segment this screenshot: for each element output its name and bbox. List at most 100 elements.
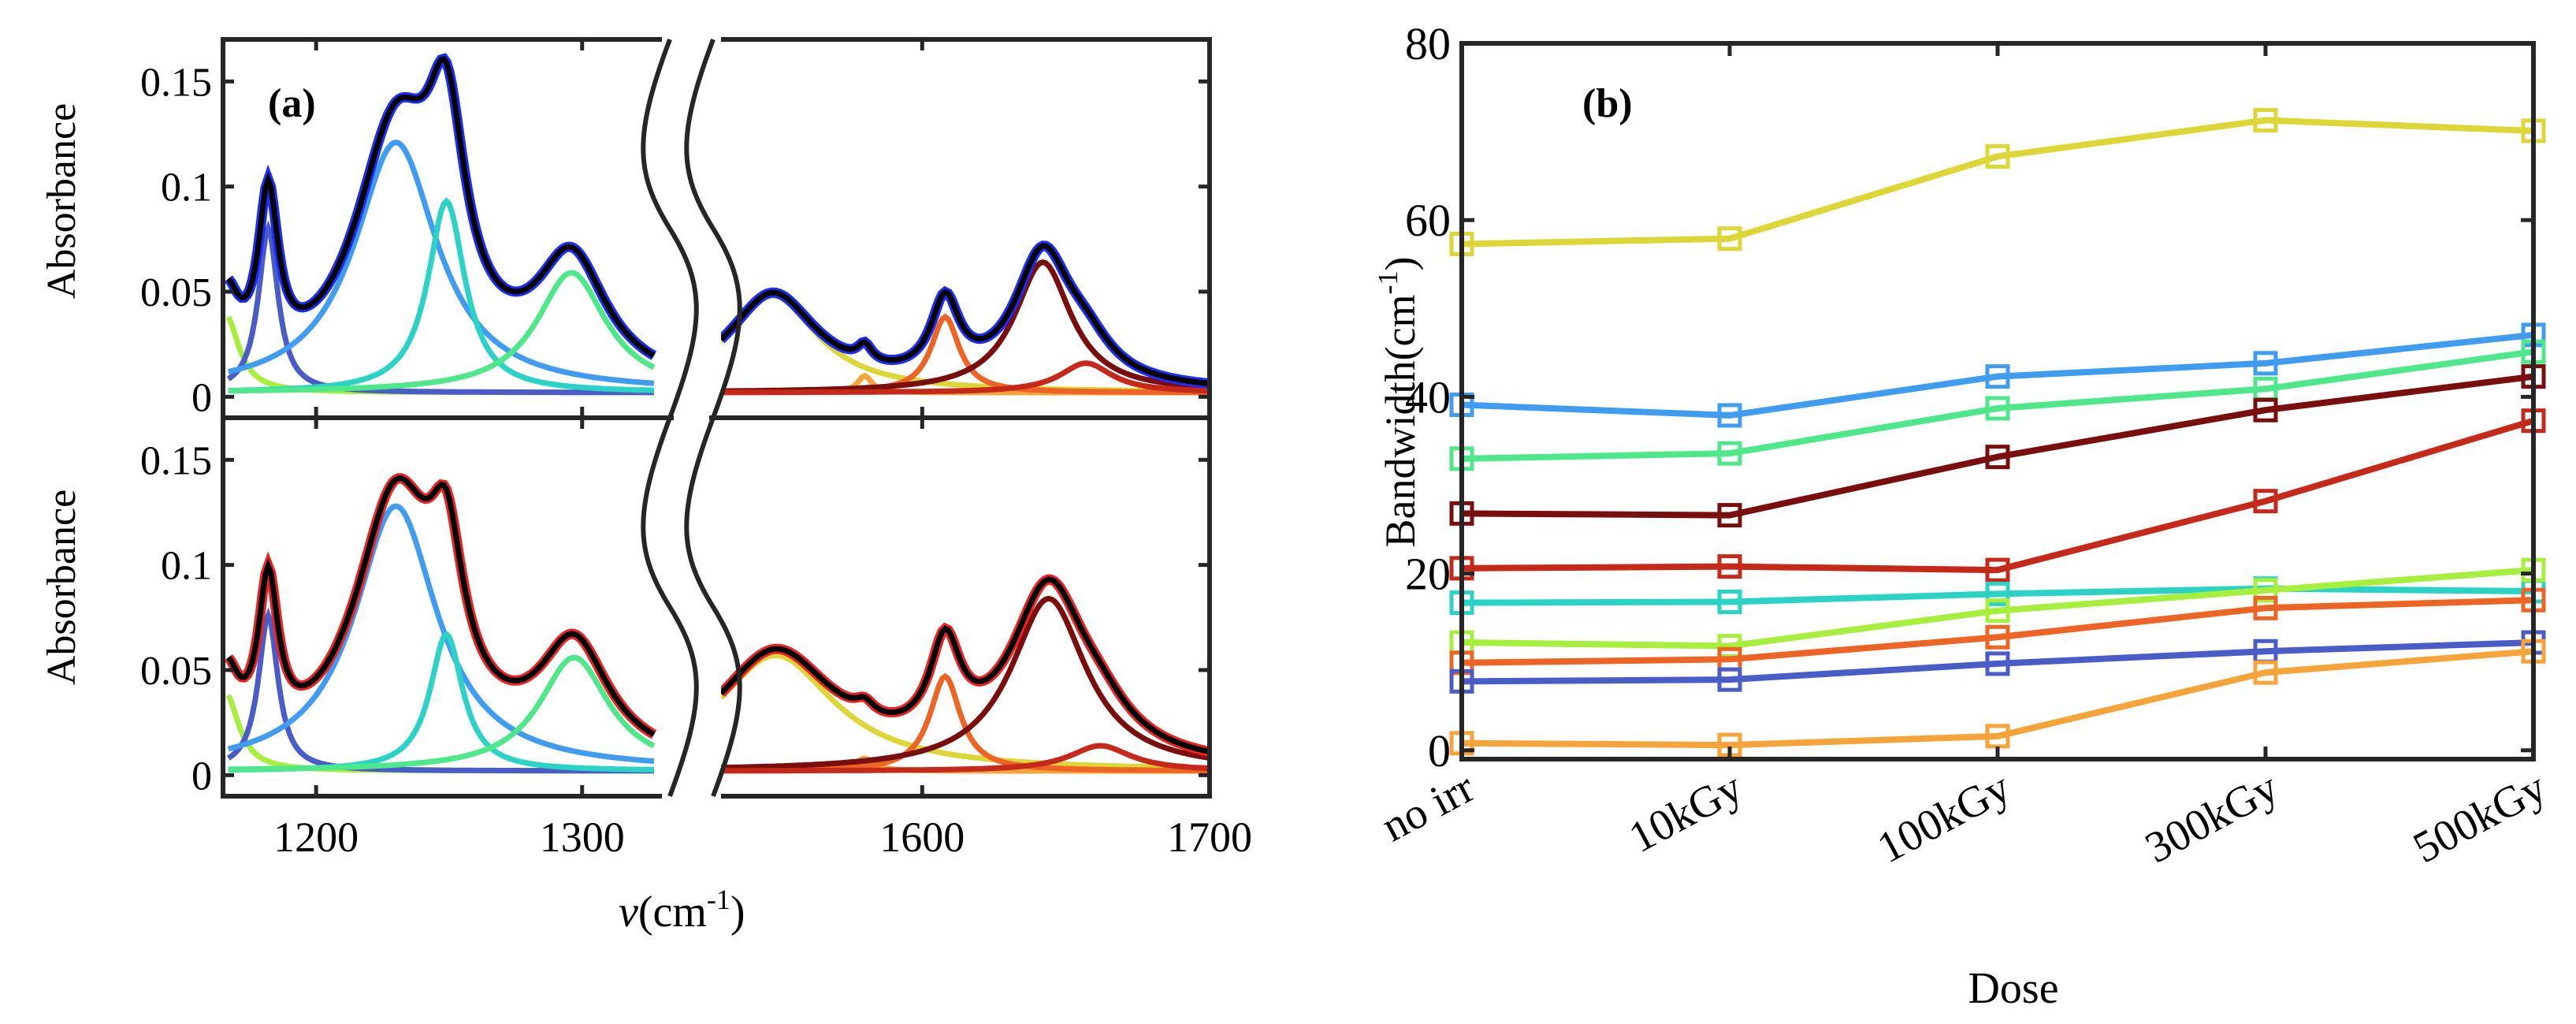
b-series-line-green [1461, 348, 2534, 462]
a-xlabel-sup: -1 [707, 884, 730, 915]
b-marker-orange [1985, 624, 2010, 650]
a-xlabel-close: ) [730, 888, 745, 936]
a-top-ylabel: Absorbance [39, 103, 84, 299]
b-marker-dark_red [1717, 503, 1742, 528]
b-xtick-label: 500kGy [2406, 763, 2554, 873]
b-series-yellow [1449, 108, 2546, 256]
a-bottom-left-fit [226, 475, 656, 737]
panel-a-label: (a) [268, 81, 316, 126]
a-ytick-label: 0 [191, 754, 212, 799]
b-marker-blue [1985, 364, 2010, 389]
a-bottom-left-data [224, 473, 657, 739]
b-marker-green [1717, 441, 1742, 466]
a-bottom-left-curves [224, 473, 657, 774]
a-break-left-0 [641, 38, 699, 419]
a-break-right-0 [684, 38, 742, 419]
b-ylabel-sup: -1 [1372, 271, 1403, 295]
a-bottom-right-component-red [721, 743, 1210, 774]
b-ytick-label: 0 [1428, 725, 1451, 776]
a-bottom-right-fit [721, 576, 1210, 755]
b-marker-orange [2253, 595, 2278, 620]
a-bottom-left-component-blue [227, 503, 655, 765]
a-top-right-curves [721, 240, 1210, 396]
b-series-line-blue [1461, 331, 2534, 419]
a-xtick-label: 1300 [540, 814, 625, 861]
b-marker-blue_dark [1985, 651, 2010, 676]
panel-b-label: (b) [1582, 81, 1633, 126]
a-ytick-label: 0.15 [140, 438, 212, 483]
b-marker-red [1717, 554, 1742, 579]
a-xtick-label: 1200 [273, 814, 359, 861]
b-xtick-label: 300kGy [2138, 763, 2286, 873]
b-xtick-label: 10kGy [1621, 763, 1750, 862]
a-xlabel: ν(cm-1) [619, 884, 745, 936]
b-series-lime [1449, 557, 2546, 659]
a-ytick-label: 0.15 [140, 60, 212, 105]
a-xtick-label: 1700 [1167, 814, 1252, 861]
b-marker-blue [1717, 403, 1742, 428]
b-ytick-label: 60 [1405, 195, 1451, 246]
a-ytick-label: 0.05 [140, 649, 212, 694]
b-xtick-label: 100kGy [1870, 763, 2018, 873]
b-series-line-dark_red [1461, 373, 2534, 519]
b-marker-red [1985, 557, 2010, 583]
a-axes-frames [221, 37, 1212, 799]
b-series-line-blue_dark [1461, 639, 2534, 685]
b-marker-green [1985, 396, 2010, 421]
b-series-line-orange_light [1461, 648, 2534, 749]
b-marker-lime [2253, 578, 2278, 603]
b-ylabel-base: Bandwidth(cm [1377, 295, 1424, 548]
a-top-right-component-red [721, 360, 1210, 396]
a-break-left-1 [641, 416, 699, 798]
a-top-left-component-blue_dark [226, 220, 654, 396]
a-xlabel-unit: (cm [638, 888, 707, 936]
b-marker-cyan [1985, 581, 2010, 606]
b-ylabel: Bandwidth(cm-1) [1372, 257, 1424, 548]
b-series-line-lime [1461, 567, 2534, 650]
a-top-right-fit [721, 243, 1210, 387]
b-plot-area [1449, 108, 2546, 758]
b-ytick-label: 80 [1405, 18, 1451, 69]
a-bottom-ylabel: Absorbance [39, 490, 84, 685]
b-marker-lime [1985, 598, 2010, 624]
b-ytick-label: 40 [1405, 371, 1451, 423]
b-ytick-label: 20 [1405, 549, 1451, 600]
a-ytick-label: 0.05 [140, 270, 212, 315]
panel-a: 0 0.05 0.1 0.15 0 0.05 0.1 0.15 1200 1300 1600 1700… [39, 37, 1252, 936]
a-top-left-fit [226, 55, 656, 359]
b-marker-blue [2253, 351, 2278, 376]
b-ylabel-close: ) [1377, 257, 1424, 271]
a-ytick-label: 0.1 [161, 166, 212, 210]
a-ytick-label: 0 [191, 375, 212, 420]
b-marker-dark_red [1985, 445, 2010, 470]
b-marker-yellow [2253, 108, 2278, 133]
a-axis-ticks: 0 0.05 0.1 0.15 0 0.05 0.1 0.15 1200 1300 1600 1700 [140, 39, 1252, 861]
b-marker-blue_dark [1717, 667, 1742, 692]
a-top-left-component-blue [228, 140, 655, 386]
a-top-left-component-green [228, 270, 656, 394]
b-marker-dark_red [2253, 397, 2278, 423]
b-series-dark_red [1449, 364, 2546, 528]
b-series-line-yellow [1461, 117, 2534, 248]
a-break-right-1 [684, 416, 742, 798]
a-top-left-curves [224, 53, 657, 396]
b-marker-orange_light [2253, 660, 2278, 685]
a-bottom-right-component-dark_red [721, 595, 1210, 771]
a-top-plot-area [224, 53, 1210, 396]
b-marker-yellow [1717, 226, 1742, 251]
a-bottom-plot-area [224, 473, 1210, 774]
b-series-line-red [1461, 417, 2535, 574]
b-marker-red [2253, 489, 2278, 514]
b-marker-yellow [1985, 143, 2010, 169]
b-marker-cyan [1717, 589, 1742, 614]
a-bottom-right-component-yellow [721, 652, 1210, 771]
a-xtick-label: 1600 [879, 814, 965, 861]
a-xlabel-symbol: ν [619, 888, 638, 936]
b-xlabel: Dose [1968, 964, 2058, 1013]
b-series-red [1449, 408, 2546, 583]
a-bottom-right-curves [721, 574, 1210, 774]
a-ytick-label: 0.1 [161, 544, 212, 589]
b-series-line-orange [1461, 597, 2534, 666]
